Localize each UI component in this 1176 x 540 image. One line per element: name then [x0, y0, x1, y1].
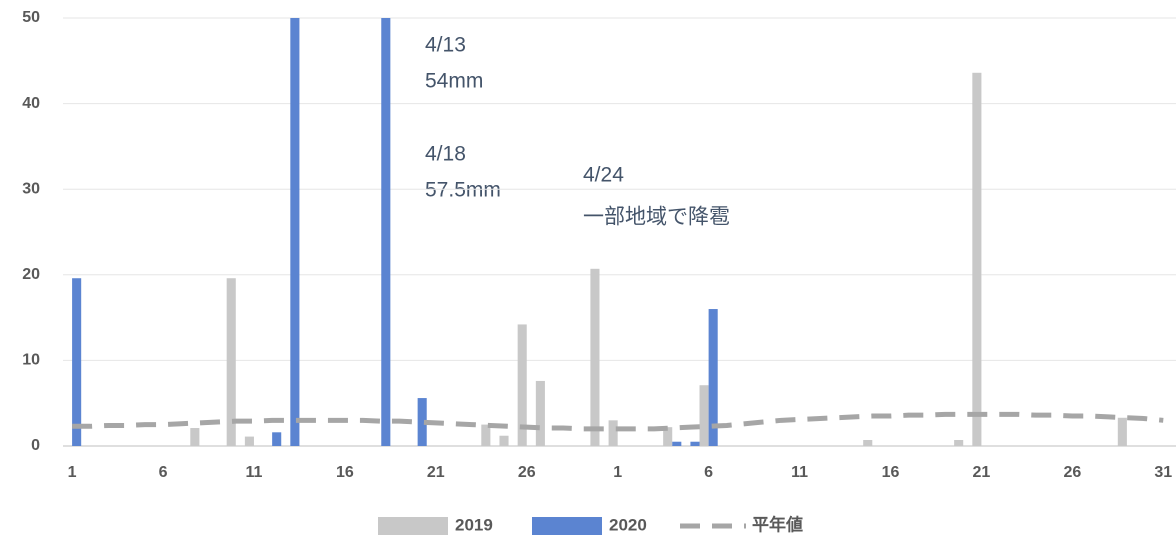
x-tick-label: 6	[159, 464, 168, 481]
annotation: 4/18	[425, 143, 466, 166]
bar	[417, 398, 427, 446]
bar	[590, 268, 600, 446]
legend-swatch	[378, 517, 448, 535]
bar	[481, 424, 491, 446]
line	[72, 411, 1164, 432]
x-tick-label: 21	[427, 464, 445, 481]
bar	[244, 436, 254, 446]
plot-area	[72, 18, 1164, 447]
legend-label: 平年値	[752, 514, 803, 534]
bar	[535, 380, 545, 446]
annotation: 一部地域で降雹	[583, 206, 730, 229]
x-tick-label: 21	[973, 464, 991, 481]
x-tick-label: 16	[336, 464, 354, 481]
legend-label: 2020	[609, 515, 647, 534]
bar	[972, 72, 982, 446]
bar	[190, 428, 200, 446]
bar	[226, 278, 236, 446]
annotation: 57.5mm	[425, 179, 501, 202]
bar	[690, 441, 700, 446]
legend-swatch	[532, 517, 602, 535]
bar	[663, 427, 673, 446]
bar	[272, 432, 282, 446]
x-tick-label: 16	[882, 464, 900, 481]
bar	[381, 18, 391, 447]
y-tick-label: 10	[22, 352, 40, 369]
x-tick-label: 31	[1154, 464, 1172, 481]
bar	[72, 278, 82, 446]
y-tick-label: 20	[22, 266, 40, 283]
bar	[708, 309, 718, 446]
bar	[954, 440, 964, 446]
y-tick-label: 40	[22, 95, 40, 112]
x-tick-label: 1	[613, 464, 622, 481]
annotation: 4/13	[425, 34, 466, 57]
y-tick-label: 0	[31, 437, 40, 454]
bar	[290, 18, 300, 446]
x-tick-label: 26	[1063, 464, 1081, 481]
x-tick-label: 11	[245, 464, 262, 481]
annotation: 4/24	[583, 164, 624, 187]
bar	[1117, 417, 1127, 446]
bar	[863, 440, 873, 446]
x-tick-label: 11	[791, 464, 808, 481]
annotation: 54mm	[425, 70, 483, 93]
bar	[608, 420, 618, 446]
bar	[672, 441, 682, 446]
bar	[499, 435, 509, 446]
y-tick-label: 50	[22, 9, 40, 26]
y-tick-label: 30	[22, 180, 40, 197]
legend-label: 2019	[455, 515, 493, 534]
x-tick-label: 6	[704, 464, 713, 481]
x-tick-label: 26	[518, 464, 536, 481]
x-tick-label: 1	[68, 464, 77, 481]
bar	[517, 324, 527, 446]
bar	[699, 385, 709, 446]
